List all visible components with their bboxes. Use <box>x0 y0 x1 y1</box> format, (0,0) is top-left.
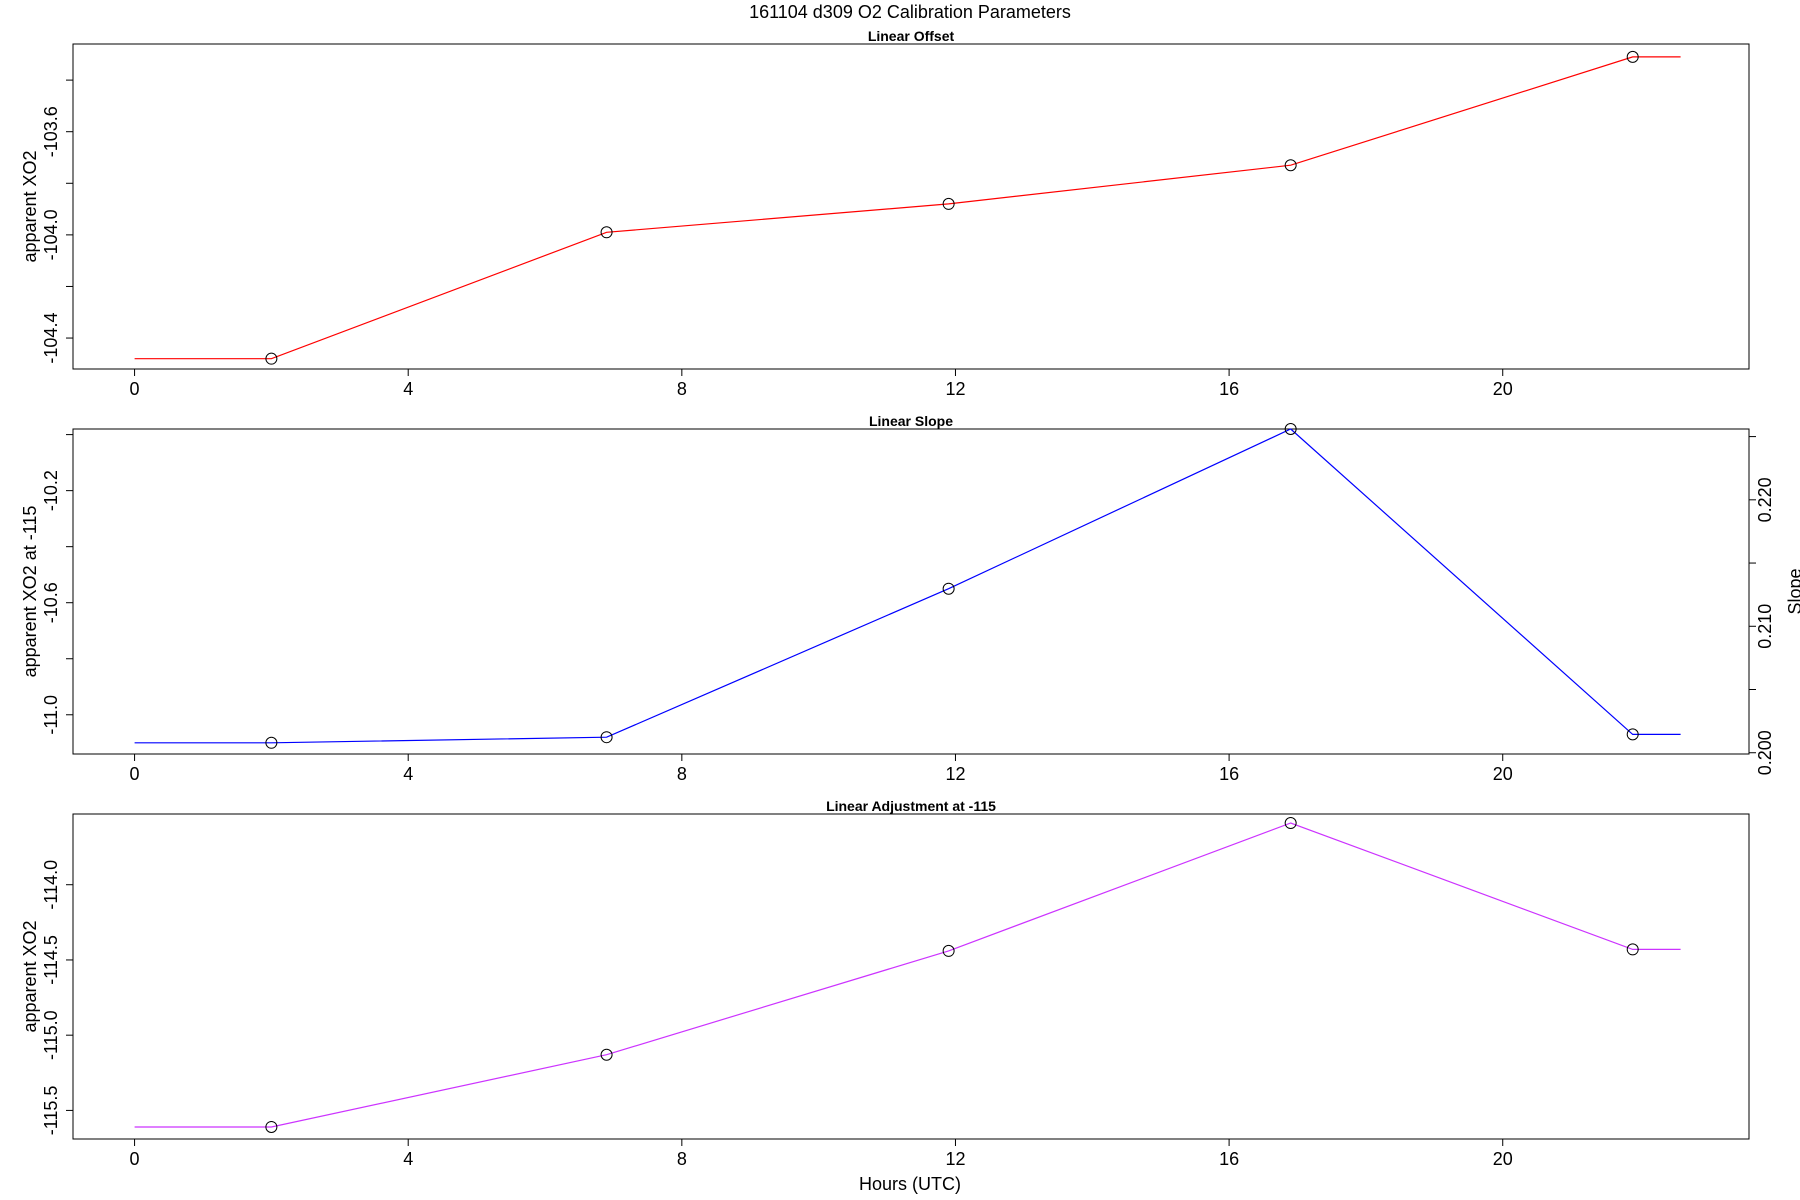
panel-linear-adjustment: Linear Adjustment at -115 0 4 8 12 16 20 -115.5… <box>20 798 1750 1169</box>
x-tick-label: 16 <box>1219 764 1239 784</box>
data-point <box>1626 728 1639 741</box>
right-y-tick-label: 0.210 <box>1755 604 1775 649</box>
x-tick-label: 0 <box>130 379 140 399</box>
y-tick-label: -104.0 <box>41 209 61 260</box>
data-point <box>1626 50 1639 63</box>
right-y-axis-label: Slope <box>1785 568 1800 614</box>
data-point <box>600 731 613 744</box>
x-tick-label: 20 <box>1493 1149 1513 1169</box>
data-point <box>942 197 955 210</box>
panel-title: Linear Adjustment at -115 <box>826 798 996 814</box>
x-tick-label: 20 <box>1493 764 1513 784</box>
y-axis-label: apparent XO2 at -115 <box>20 506 40 678</box>
y-tick-label: -11.0 <box>41 695 61 735</box>
data-point <box>1626 943 1639 956</box>
x-tick-label: 4 <box>403 764 413 784</box>
y-tick-label: -104.4 <box>41 313 61 364</box>
x-tick-label: 8 <box>677 764 687 784</box>
panel-title: Linear Slope <box>869 413 953 429</box>
x-axis-label: Hours (UTC) <box>859 1174 961 1194</box>
x-tick-label: 16 <box>1219 1149 1239 1169</box>
data-point <box>265 1120 278 1133</box>
series-line <box>134 822 1681 1128</box>
y-tick-label: -10.2 <box>41 470 61 511</box>
right-y-tick-label: 0.220 <box>1755 477 1775 522</box>
data-point <box>265 736 278 749</box>
x-tick-label: 12 <box>945 764 965 784</box>
figure-title: 161104 d309 O2 Calibration Parameters <box>749 2 1071 22</box>
series-line <box>134 56 1681 360</box>
right-y-tick-label: 0.200 <box>1755 730 1775 775</box>
x-tick-label: 8 <box>677 379 687 399</box>
x-tick-label: 4 <box>403 379 413 399</box>
y-tick-label: -10.6 <box>41 582 61 623</box>
x-tick-label: 8 <box>677 1149 687 1169</box>
x-tick-label: 4 <box>403 1149 413 1169</box>
x-tick-label: 20 <box>1493 379 1513 399</box>
data-point <box>942 944 955 957</box>
x-tick-label: 0 <box>130 1149 140 1169</box>
x-tick-label: 0 <box>130 764 140 784</box>
y-tick-label: -114.5 <box>41 935 61 985</box>
plot-frame <box>72 428 1750 755</box>
series-line <box>134 428 1681 744</box>
panel-linear-slope: Linear Slope 0 4 8 12 16 20 -11.0 -10.6 -10.2appa… <box>20 413 1800 784</box>
x-tick-label: 16 <box>1219 379 1239 399</box>
plot-frame <box>72 813 1750 1140</box>
plot-frame <box>72 43 1750 370</box>
data-point <box>1284 159 1297 172</box>
x-tick-label: 12 <box>945 1149 965 1169</box>
y-tick-label: -115.0 <box>41 1010 61 1060</box>
y-tick-label: -115.5 <box>41 1086 61 1136</box>
y-axis-label: apparent XO2 <box>20 920 40 1032</box>
data-point <box>600 226 613 239</box>
panel-title: Linear Offset <box>868 28 955 44</box>
panel-linear-offset: Linear Offset 0 4 8 12 16 20 -104.4 -104.0 -103.6… <box>20 28 1750 399</box>
data-point <box>265 352 278 365</box>
y-tick-label: -114.0 <box>41 860 61 910</box>
y-axis-label: apparent XO2 <box>20 150 40 262</box>
data-point <box>1284 423 1297 435</box>
x-tick-label: 12 <box>945 379 965 399</box>
y-tick-label: -103.6 <box>41 106 61 157</box>
data-point <box>1284 817 1297 830</box>
data-point <box>942 582 955 595</box>
data-point <box>600 1048 613 1061</box>
